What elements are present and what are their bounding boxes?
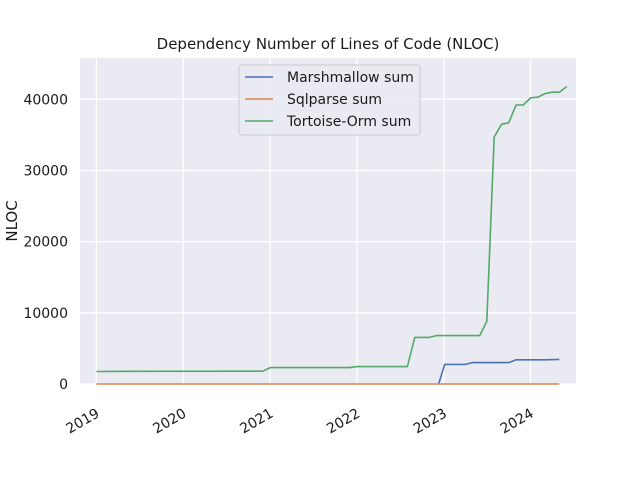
- legend-label: Sqlparse sum: [287, 92, 382, 108]
- y-tick-label: 40000: [23, 92, 68, 108]
- legend-label: Tortoise-Orm sum: [286, 114, 411, 130]
- legend: Marshmallow sum Sqlparse sum Tortoise-Orm …: [238, 64, 421, 136]
- y-axis-label: NLOC: [3, 200, 21, 241]
- y-tick-label: 30000: [23, 163, 68, 179]
- y-tick-label: 10000: [23, 306, 68, 322]
- y-tick-label: 0: [59, 377, 68, 393]
- y-tick-label: 20000: [23, 235, 68, 251]
- legend-label: Marshmallow sum: [287, 70, 414, 86]
- legend-box: [238, 64, 421, 136]
- series-line-1: [437, 358, 560, 385]
- series-line-3: [96, 85, 568, 373]
- chart-title: Dependency Number of Lines of Code (NLOC…: [157, 35, 500, 53]
- series-lines: [96, 85, 568, 385]
